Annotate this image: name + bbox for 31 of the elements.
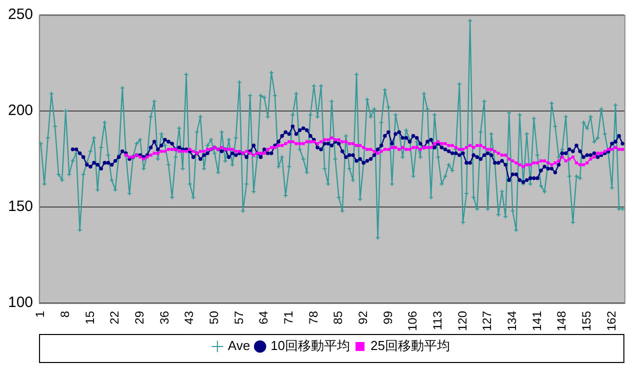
x-tick-label: 29 — [132, 310, 146, 324]
x-tick-label: 141 — [530, 310, 544, 332]
x-tick-label: 134 — [504, 310, 519, 332]
y-tick-label: 250 — [8, 6, 34, 24]
x-tick-label: 106 — [406, 310, 420, 332]
x-tick-label: 155 — [579, 310, 594, 332]
legend-label: 10回移動平均 — [270, 338, 350, 354]
y-tick-label: 200 — [8, 102, 34, 120]
legend-label: Ave — [228, 338, 250, 354]
x-tick-label: 148 — [554, 310, 569, 332]
x-tick-label: 162 — [604, 310, 618, 332]
x-tick-label: 113 — [430, 310, 444, 330]
x-tick-label: 64 — [256, 310, 271, 324]
y-tick-label: 100 — [8, 294, 34, 312]
x-tick-label: 36 — [157, 310, 172, 324]
y-tick-label: 150 — [8, 198, 34, 216]
x-tick-label: 120 — [455, 310, 470, 332]
x-tick-label: 8 — [58, 310, 72, 318]
x-tick-label: 99 — [380, 310, 395, 324]
x-tick-label: 43 — [182, 310, 196, 324]
x-tick-label: 71 — [281, 310, 296, 324]
x-tick-label: 57 — [232, 310, 246, 324]
x-tick-label: 85 — [331, 310, 346, 324]
x-tick-label: 127 — [480, 310, 494, 332]
legend-label: 25回移動平均 — [370, 338, 450, 354]
x-tick-label: 92 — [356, 310, 370, 324]
x-tick-label: 22 — [108, 310, 122, 324]
x-tick-label: 1 — [33, 310, 48, 318]
x-tick-label: 50 — [206, 310, 221, 324]
x-tick-label: 78 — [306, 310, 320, 324]
x-tick-label: 15 — [82, 310, 97, 324]
